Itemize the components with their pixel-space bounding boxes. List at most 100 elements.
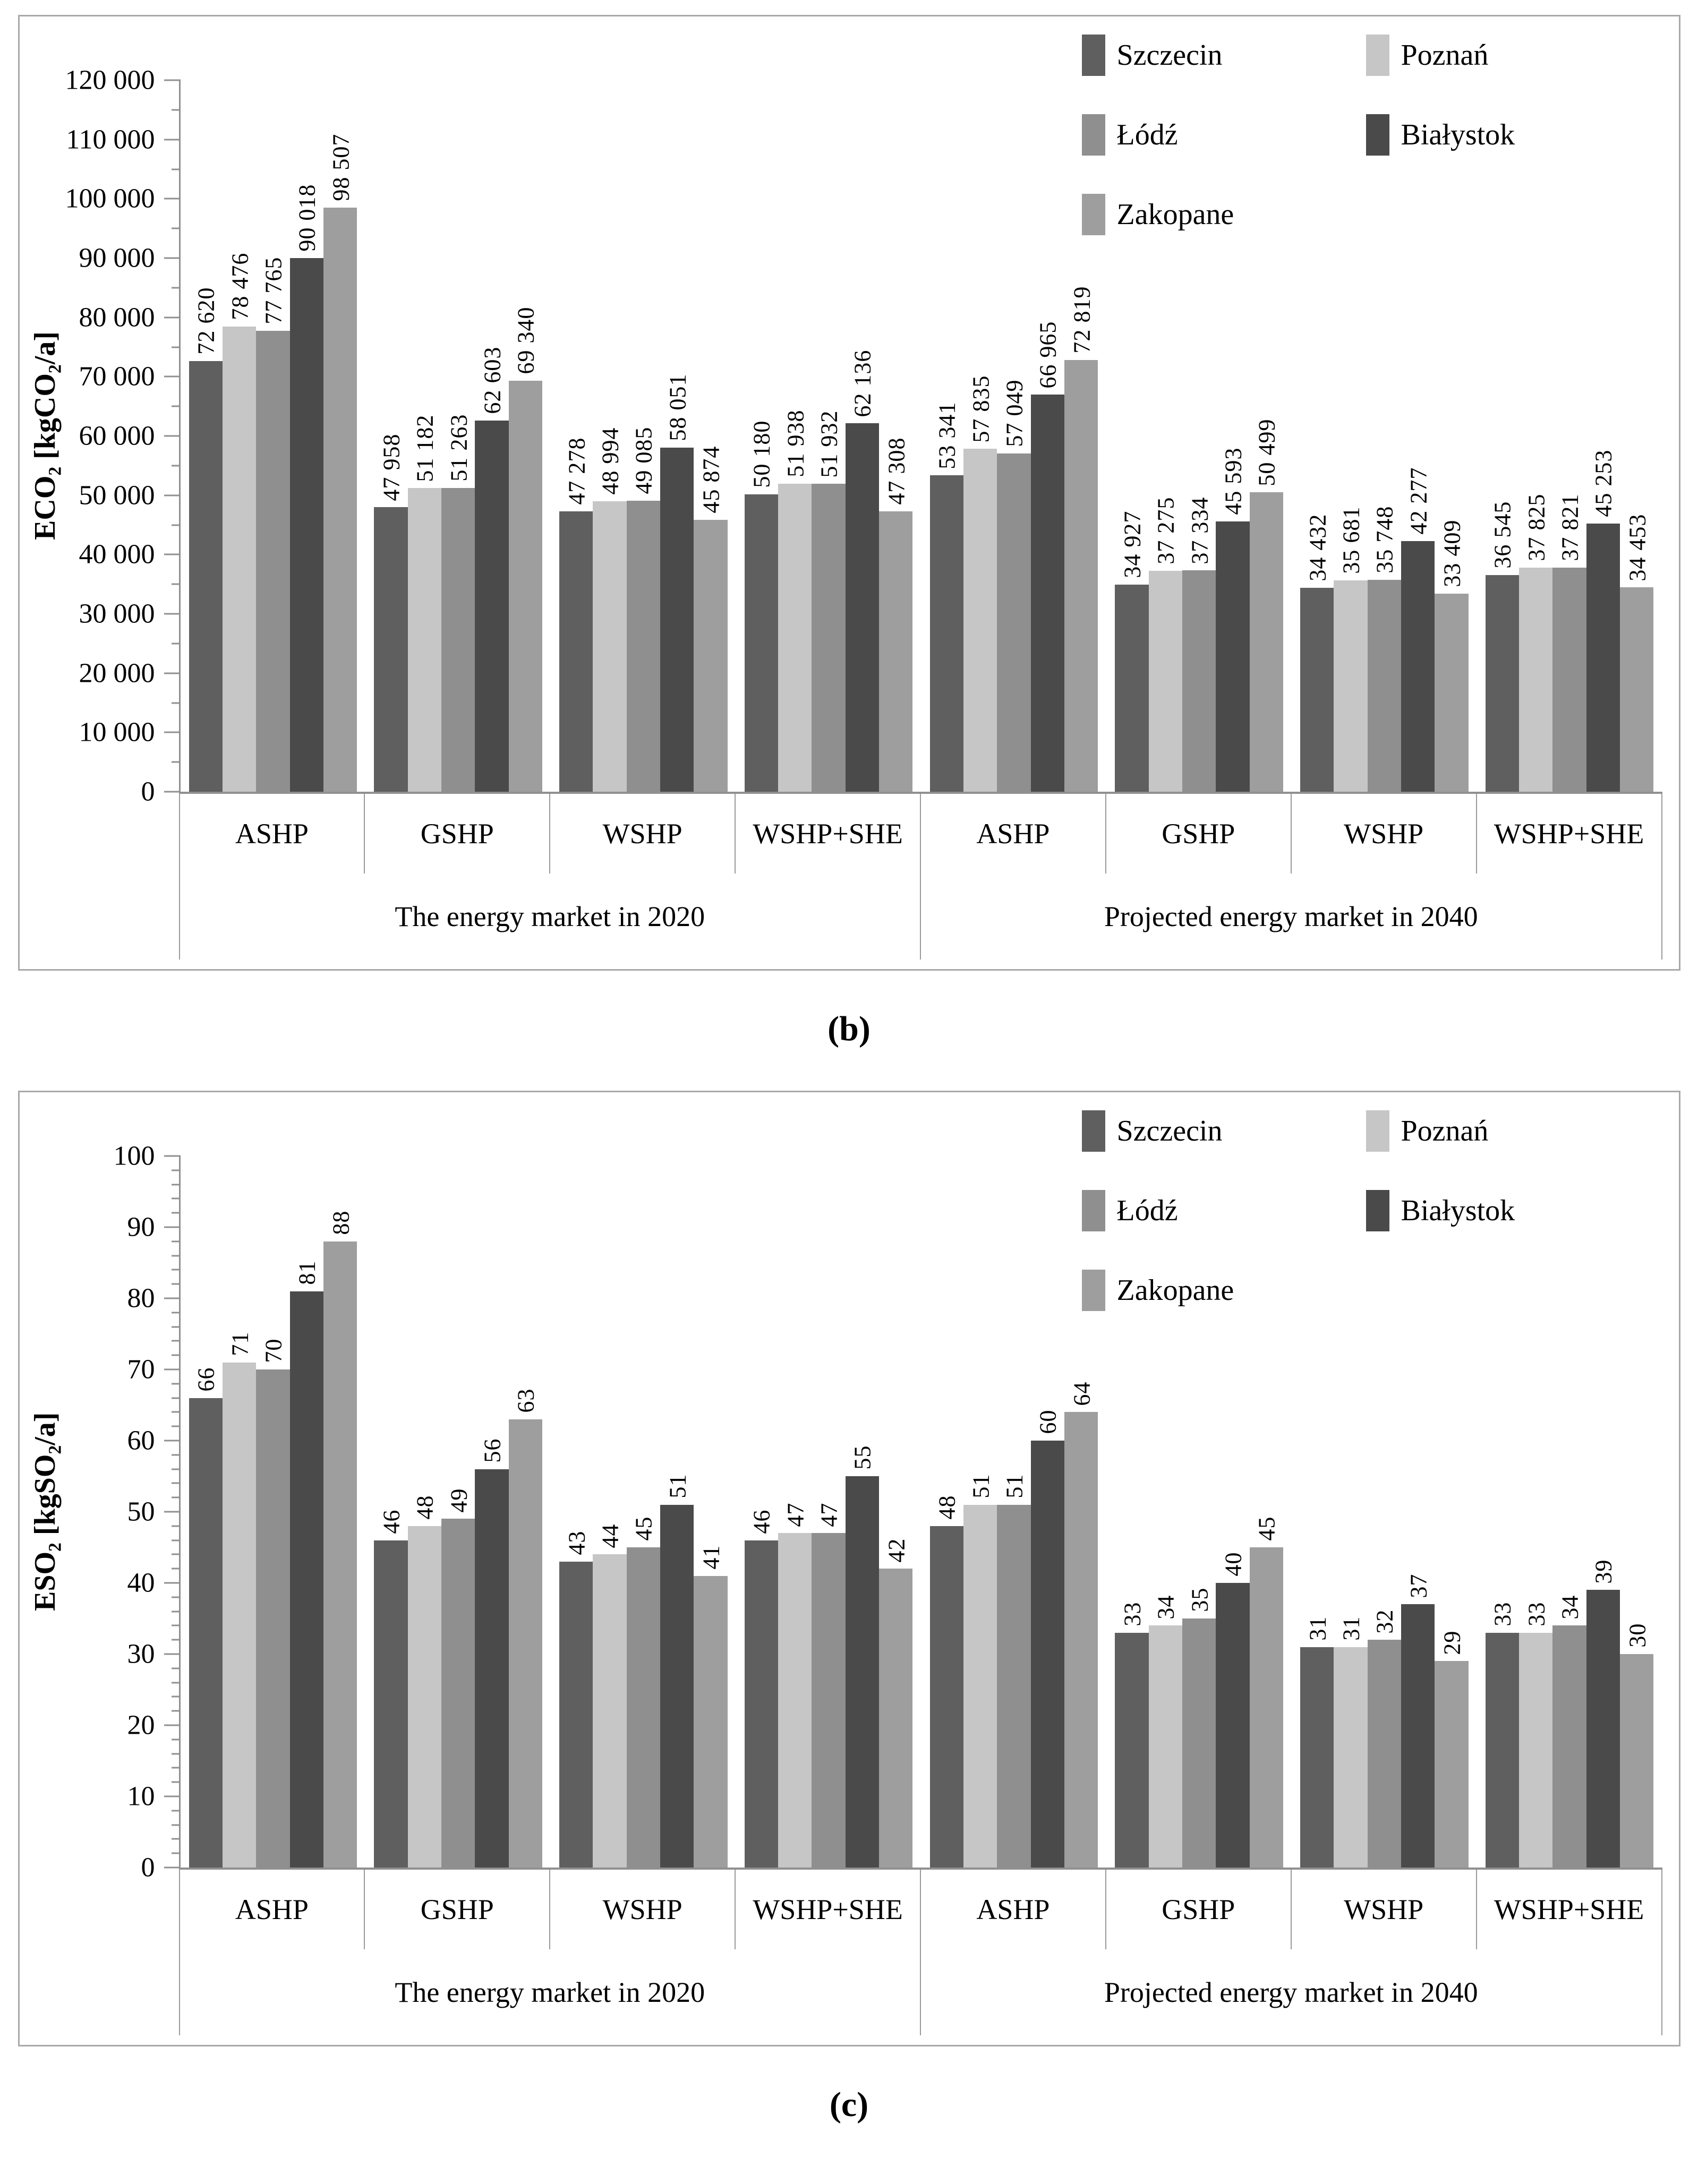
y-minor-tick <box>171 405 181 407</box>
y-minor-tick <box>171 1568 181 1570</box>
bar-value-label: 34 927 <box>1119 510 1146 578</box>
y-major-tick <box>164 139 181 141</box>
bar-value-label: 40 <box>1220 1552 1247 1577</box>
y-minor-tick <box>171 1553 181 1555</box>
y-major-tick <box>164 1582 181 1584</box>
x-group-label: WSHP <box>550 794 736 873</box>
bar-group-wshp: 31 31 32 37 29 <box>1292 1156 1477 1868</box>
bar-value-label: 45 <box>630 1517 657 1541</box>
x-group-label: ASHP <box>178 794 365 873</box>
y-major-tick <box>164 613 181 615</box>
y-major-tick <box>164 1511 181 1513</box>
y-major-tick <box>164 1155 181 1157</box>
legend-label: Poznań <box>1401 1115 1489 1147</box>
legend-label: Zakopane <box>1116 1274 1234 1307</box>
y-tick-label: 70 <box>127 1354 155 1385</box>
plot-area: 0 10 000 20 000 30 000 40 000 50 000 60 000 70 … <box>65 65 1662 807</box>
bar-białystok: 51 <box>660 1474 694 1868</box>
y-minor-tick <box>171 1411 181 1413</box>
bar-value-label: 51 <box>1001 1474 1028 1498</box>
plot-area: 0 10 20 30 40 50 60 70 80 90 100 66 71 70 81 88 46 48 49 56… <box>114 1141 1662 1883</box>
legend-item: Szczecin <box>1081 1110 1350 1152</box>
bar-value-label: 57 835 <box>967 375 994 443</box>
bar-value-label: 37 821 <box>1557 493 1583 561</box>
y-major-tick <box>164 672 181 674</box>
bar-zakopane: 88 <box>323 1211 357 1868</box>
legend-swatch <box>1081 35 1105 76</box>
bar-szczecin: 36 545 <box>1485 501 1520 792</box>
bar-value-label: 70 <box>260 1339 287 1363</box>
y-minor-tick <box>171 524 181 526</box>
bar-szczecin: 46 <box>374 1510 408 1868</box>
bar-value-label: 48 <box>412 1495 438 1520</box>
bar-value-label: 33 <box>1489 1601 1516 1626</box>
y-tick-label: 0 <box>141 1852 155 1883</box>
bar-value-label: 58 051 <box>664 373 691 441</box>
bar-białystok: 62 603 <box>475 347 509 792</box>
y-minor-tick <box>171 1710 181 1712</box>
y-major-tick <box>164 257 181 259</box>
y-tick-label: 10 <box>127 1781 155 1812</box>
bar-białystok: 55 <box>845 1445 880 1868</box>
y-minor-tick <box>171 1767 181 1769</box>
y-minor-tick <box>171 702 181 704</box>
y-minor-tick <box>171 1838 181 1840</box>
bar-value-label: 69 340 <box>513 306 539 374</box>
bar-value-label: 51 <box>664 1474 691 1498</box>
y-minor-tick <box>171 287 181 289</box>
bar-value-label: 72 819 <box>1068 286 1095 354</box>
bar-łódź: 70 <box>256 1339 290 1868</box>
bar-value-label: 57 049 <box>1001 379 1028 447</box>
x-group-label: GSHP <box>1106 794 1292 873</box>
y-minor-tick <box>171 1611 181 1613</box>
bar-szczecin: 66 <box>189 1367 223 1868</box>
y-minor-tick <box>171 1496 181 1498</box>
x-group-label: ASHP <box>178 1870 365 1949</box>
legend-swatch <box>1081 1110 1105 1152</box>
legend-item: Zakopane <box>1081 1270 1350 1311</box>
bar-value-label: 51 <box>967 1474 994 1498</box>
y-minor-tick <box>171 1639 181 1641</box>
bar-value-label: 45 874 <box>698 446 724 513</box>
legend-item: Łódź <box>1081 114 1350 156</box>
y-minor-tick <box>171 1810 181 1812</box>
bar-łódź: 51 263 <box>441 414 475 792</box>
y-minor-tick <box>171 1852 181 1854</box>
bar-group-wshp+she: 50 180 51 938 51 932 62 136 47 308 <box>736 80 921 792</box>
bar-group-wshp+she: 33 33 34 39 30 <box>1477 1156 1662 1868</box>
chart-eso2-caption: (c) <box>829 2085 869 2124</box>
bar-value-label: 42 <box>883 1538 910 1563</box>
y-tick-label: 50 000 <box>79 480 155 511</box>
y-tick-label: 60 000 <box>79 421 155 451</box>
legend-item: Białystok <box>1366 1190 1634 1231</box>
y-minor-tick <box>171 1667 181 1669</box>
x-section-label: The energy market in 2020 <box>178 873 921 960</box>
y-tick-label: 80 000 <box>79 302 155 333</box>
bar-białystok: 42 277 <box>1401 467 1435 792</box>
bar-szczecin: 48 <box>929 1495 963 1868</box>
bar-value-label: 47 <box>816 1502 842 1527</box>
legend-swatch <box>1081 194 1105 235</box>
legend-label: Szczecin <box>1116 1115 1223 1147</box>
y-minor-tick <box>171 1682 181 1684</box>
x-section-label: Projected energy market in 2040 <box>921 1949 1662 2035</box>
bar-value-label: 39 <box>1590 1559 1617 1584</box>
y-tick-label: 120 000 <box>65 65 155 96</box>
y-minor-tick <box>171 1482 181 1484</box>
x-group-label: WSHP <box>1292 1870 1477 1949</box>
bar-group-gshp: 47 958 51 182 51 263 62 603 69 340 <box>365 80 551 792</box>
bar-białystok: 45 253 <box>1586 450 1620 792</box>
bar-szczecin: 72 620 <box>189 287 223 792</box>
legend-swatch <box>1081 1270 1105 1311</box>
x-axis-section-labels: The energy market in 2020 Projected energ… <box>178 873 1662 960</box>
bar-value-label: 42 277 <box>1405 467 1432 535</box>
legend-label: Poznań <box>1401 39 1489 72</box>
bar-zakopane: 72 819 <box>1064 286 1098 792</box>
y-major-tick <box>164 1368 181 1371</box>
bar-value-label: 66 <box>193 1367 219 1392</box>
bar-szczecin: 34 432 <box>1300 514 1334 792</box>
bar-value-label: 48 994 <box>597 427 624 495</box>
bar-group-ashp: 48 51 51 60 64 <box>921 1156 1107 1868</box>
bar-szczecin: 47 958 <box>374 433 408 792</box>
x-axis-section-labels: The energy market in 2020 Projected energ… <box>178 1949 1662 2035</box>
